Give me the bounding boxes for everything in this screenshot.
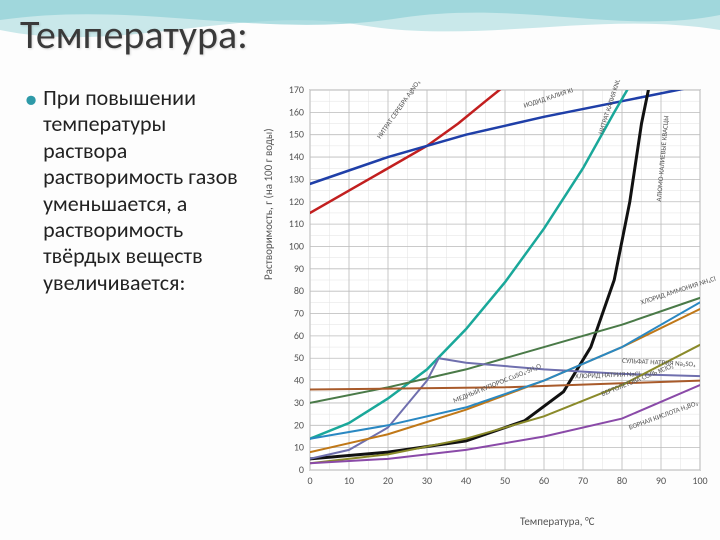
svg-text:20: 20 <box>294 418 304 431</box>
svg-text:120: 120 <box>289 195 304 208</box>
svg-text:60: 60 <box>539 474 549 487</box>
svg-text:80: 80 <box>294 284 304 297</box>
svg-text:0: 0 <box>307 474 312 487</box>
x-axis-label: Температура, °C <box>520 515 595 528</box>
svg-text:0: 0 <box>299 463 304 476</box>
svg-text:160: 160 <box>289 105 304 118</box>
svg-text:150: 150 <box>289 128 304 141</box>
chart-column: Растворимость, г (на 100 г воды) 0 10 20 30… <box>260 80 720 530</box>
text-column: ● При повышении температуры раствора рас… <box>0 80 260 530</box>
svg-text:30: 30 <box>294 396 304 409</box>
svg-text:20: 20 <box>383 474 393 487</box>
slide-title: Температура: <box>20 10 248 59</box>
svg-text:10: 10 <box>294 441 304 454</box>
solubility-chart: 0 10 20 30 40 50 60 70 80 90 100 0 10 20 30 40 50 60 70 80 9… <box>260 80 720 510</box>
svg-text:60: 60 <box>294 329 304 342</box>
svg-text:50: 50 <box>500 474 510 487</box>
svg-text:90: 90 <box>656 474 666 487</box>
svg-text:70: 70 <box>578 474 588 487</box>
svg-text:40: 40 <box>461 474 471 487</box>
svg-text:10: 10 <box>344 474 354 487</box>
svg-text:170: 170 <box>289 83 304 96</box>
bullet-icon: ● <box>25 88 37 296</box>
svg-text:90: 90 <box>294 262 304 275</box>
svg-text:100: 100 <box>289 239 304 252</box>
svg-text:130: 130 <box>289 172 304 185</box>
svg-text:70: 70 <box>294 307 304 320</box>
y-axis-label: Растворимость, г (на 100 г воды) <box>262 128 275 280</box>
svg-text:140: 140 <box>289 150 304 163</box>
svg-text:50: 50 <box>294 351 304 364</box>
bullet-text: При повышении температуры раствора раств… <box>43 85 252 296</box>
svg-text:30: 30 <box>422 474 432 487</box>
svg-text:40: 40 <box>294 374 304 387</box>
content-area: ● При повышении температуры раствора рас… <box>0 80 720 530</box>
svg-text:100: 100 <box>692 474 707 487</box>
svg-text:80: 80 <box>617 474 627 487</box>
svg-text:110: 110 <box>289 217 304 230</box>
